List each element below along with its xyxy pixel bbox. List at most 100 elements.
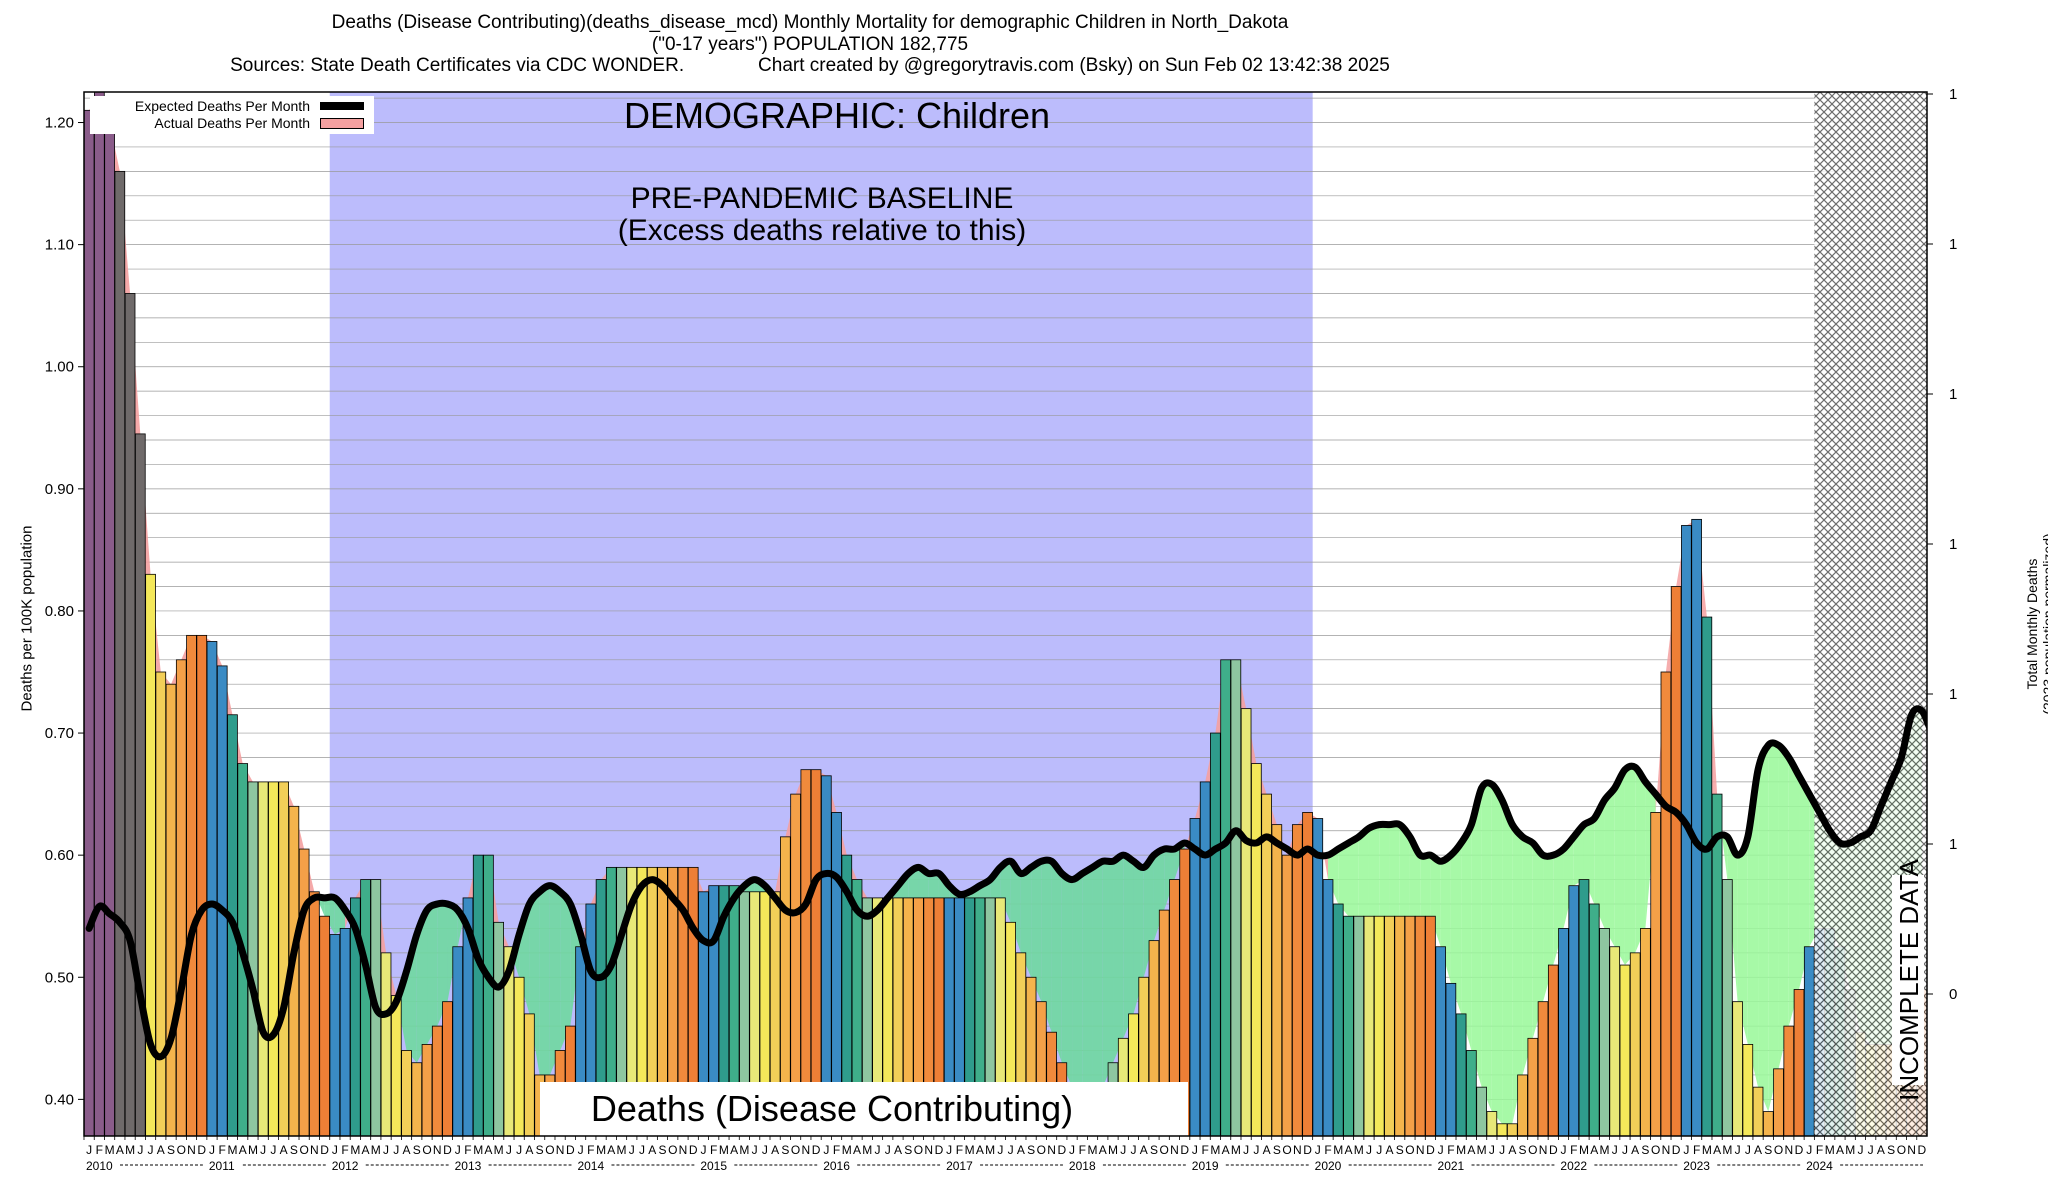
bar bbox=[1138, 976, 1150, 1136]
deficit-segment bbox=[1368, 824, 1380, 917]
deficit-segment bbox=[1379, 824, 1390, 917]
x-month-label: A bbox=[1140, 1143, 1148, 1157]
x-month-label: M bbox=[227, 1143, 237, 1157]
bar bbox=[1670, 586, 1682, 1136]
deficit-segment bbox=[1604, 788, 1615, 947]
deficit-segment bbox=[1082, 867, 1093, 1100]
deficit-segment bbox=[1399, 824, 1410, 917]
x-month-label: M bbox=[985, 1143, 995, 1157]
x-month-label: A bbox=[157, 1143, 165, 1157]
deficit-segment bbox=[1471, 788, 1482, 1088]
bar bbox=[1435, 946, 1446, 1136]
deficit-segment bbox=[1113, 855, 1124, 1063]
y2-tick-label: 1 bbox=[1949, 686, 1957, 703]
bar bbox=[687, 866, 699, 1136]
y2-tick-label: 0 bbox=[1949, 986, 1957, 1003]
bar bbox=[124, 293, 136, 1136]
bar bbox=[1394, 915, 1406, 1136]
x-month-label: M bbox=[1825, 1143, 1835, 1157]
x-month-label: S bbox=[536, 1143, 544, 1157]
x-month-label: S bbox=[658, 1143, 666, 1157]
bar bbox=[360, 879, 371, 1136]
bars bbox=[84, 92, 1927, 1136]
bar bbox=[1486, 1111, 1498, 1136]
x-month-label: J bbox=[1366, 1143, 1372, 1157]
x-month-label: S bbox=[1641, 1143, 1649, 1157]
x-month-label: J bbox=[823, 1143, 829, 1157]
bar bbox=[1445, 982, 1457, 1136]
deficit-segment bbox=[1512, 824, 1523, 1124]
x-month-label: N bbox=[310, 1143, 319, 1157]
bar bbox=[1261, 793, 1272, 1136]
x-month-label: O bbox=[1037, 1143, 1046, 1157]
y-tick-label: 0.90 bbox=[45, 481, 74, 498]
x-year-label: 2020 bbox=[1315, 1159, 1342, 1173]
x-month-label: J bbox=[1376, 1143, 1382, 1157]
chart-sources: Sources: State Death Certificates via CD… bbox=[230, 55, 1390, 76]
x-month-label: A bbox=[1344, 1143, 1352, 1157]
bar bbox=[1732, 1001, 1743, 1136]
x-month-label: A bbox=[239, 1143, 247, 1157]
x-month-label: D bbox=[812, 1143, 821, 1157]
x-month-label: J bbox=[506, 1143, 512, 1157]
x-month-label: O bbox=[668, 1143, 677, 1157]
bar bbox=[1291, 824, 1303, 1136]
x-month-label: M bbox=[125, 1143, 135, 1157]
x-month-label: M bbox=[248, 1143, 258, 1157]
x-month-label: A bbox=[1467, 1143, 1475, 1157]
deficit-segment bbox=[1799, 775, 1810, 990]
bar bbox=[1588, 903, 1600, 1136]
x-month-label: M bbox=[1599, 1143, 1609, 1157]
x-month-label: M bbox=[719, 1143, 729, 1157]
x-month-label: J bbox=[762, 1143, 768, 1157]
x-month-label: J bbox=[86, 1143, 92, 1157]
bar bbox=[186, 634, 197, 1136]
bar bbox=[1650, 812, 1661, 1136]
y-tick-label: 0.60 bbox=[45, 847, 74, 864]
bar bbox=[1363, 915, 1375, 1136]
x-month-label: D bbox=[1549, 1143, 1558, 1157]
deficit-segment bbox=[1624, 767, 1636, 966]
x-month-label: A bbox=[525, 1143, 533, 1157]
x-month-label: N bbox=[1784, 1143, 1793, 1157]
bar bbox=[390, 995, 402, 1136]
x-month-label: A bbox=[1590, 1143, 1598, 1157]
y-tick-label: 1.00 bbox=[45, 359, 74, 376]
x-month-label: A bbox=[1222, 1143, 1230, 1157]
bar bbox=[1711, 793, 1723, 1136]
x-month-label: J bbox=[1561, 1143, 1567, 1157]
bar bbox=[206, 641, 218, 1136]
bar bbox=[1547, 964, 1559, 1136]
bar bbox=[1281, 854, 1293, 1136]
deficit-segment bbox=[1051, 861, 1062, 1063]
deficit-segment bbox=[1072, 873, 1083, 1100]
deficit-segment bbox=[560, 891, 571, 1051]
x-month-label: F bbox=[1324, 1143, 1331, 1157]
x-month-label: N bbox=[1170, 1143, 1179, 1157]
x-year-label: 2023 bbox=[1683, 1159, 1710, 1173]
y-tick-label: 0.70 bbox=[45, 725, 74, 742]
x-month-label: S bbox=[1150, 1143, 1158, 1157]
bar bbox=[1537, 1001, 1549, 1136]
deficit-segment bbox=[437, 904, 448, 1027]
x-month-label: A bbox=[771, 1143, 779, 1157]
x-month-label: A bbox=[1631, 1143, 1639, 1157]
bar bbox=[524, 1013, 535, 1136]
x-month-label: N bbox=[802, 1143, 811, 1157]
bar bbox=[1343, 915, 1354, 1136]
x-month-label: J bbox=[1438, 1143, 1444, 1157]
x-year-label: 2021 bbox=[1438, 1159, 1465, 1173]
deficit-segment bbox=[1153, 849, 1165, 941]
deficit-segment bbox=[1348, 836, 1359, 917]
legend-swatch-expected bbox=[320, 102, 364, 110]
x-month-label: J bbox=[270, 1143, 276, 1157]
x-month-label: M bbox=[1477, 1143, 1487, 1157]
x-year-label: 2024 bbox=[1806, 1159, 1833, 1173]
x-month-label: D bbox=[935, 1143, 944, 1157]
x-month-label: S bbox=[1027, 1143, 1035, 1157]
x-month-label: J bbox=[383, 1143, 389, 1157]
bar bbox=[1353, 915, 1365, 1136]
x-month-label: M bbox=[473, 1143, 483, 1157]
